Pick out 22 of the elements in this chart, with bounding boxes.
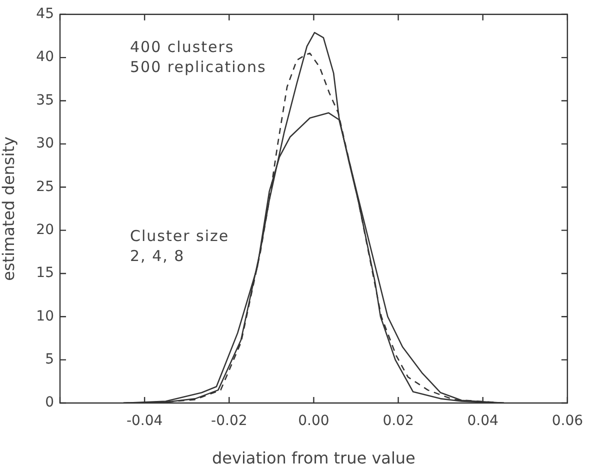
annotation: 2, 4, 8 [130, 247, 185, 265]
y-tick-label: 15 [36, 265, 54, 282]
x-tick-label: 0.06 [552, 413, 584, 430]
x-axis-title: deviation from true value [212, 448, 416, 468]
y-tick-label: 5 [45, 351, 54, 368]
x-tick-label: -0.04 [126, 413, 163, 430]
y-tick-label: 40 [36, 49, 54, 66]
y-tick-label: 35 [36, 92, 54, 108]
x-tick-label: 0.04 [467, 413, 499, 430]
y-tick-label: 20 [36, 222, 54, 238]
annotation: 400 clusters [130, 38, 234, 56]
x-tick-label: 0.02 [382, 413, 414, 430]
y-tick-label: 30 [36, 136, 54, 152]
y-tick-label: 0 [45, 394, 54, 411]
x-tick-label: -0.02 [211, 413, 248, 430]
y-tick-label: 45 [36, 6, 54, 22]
annotation: Cluster size [130, 227, 230, 245]
y-tick-label: 10 [36, 308, 54, 324]
x-tick-label: 0.00 [298, 413, 330, 430]
y-tick-label: 25 [36, 178, 54, 195]
annotation: 500 replications [130, 58, 266, 76]
y-axis-title: estimated density [0, 136, 18, 281]
